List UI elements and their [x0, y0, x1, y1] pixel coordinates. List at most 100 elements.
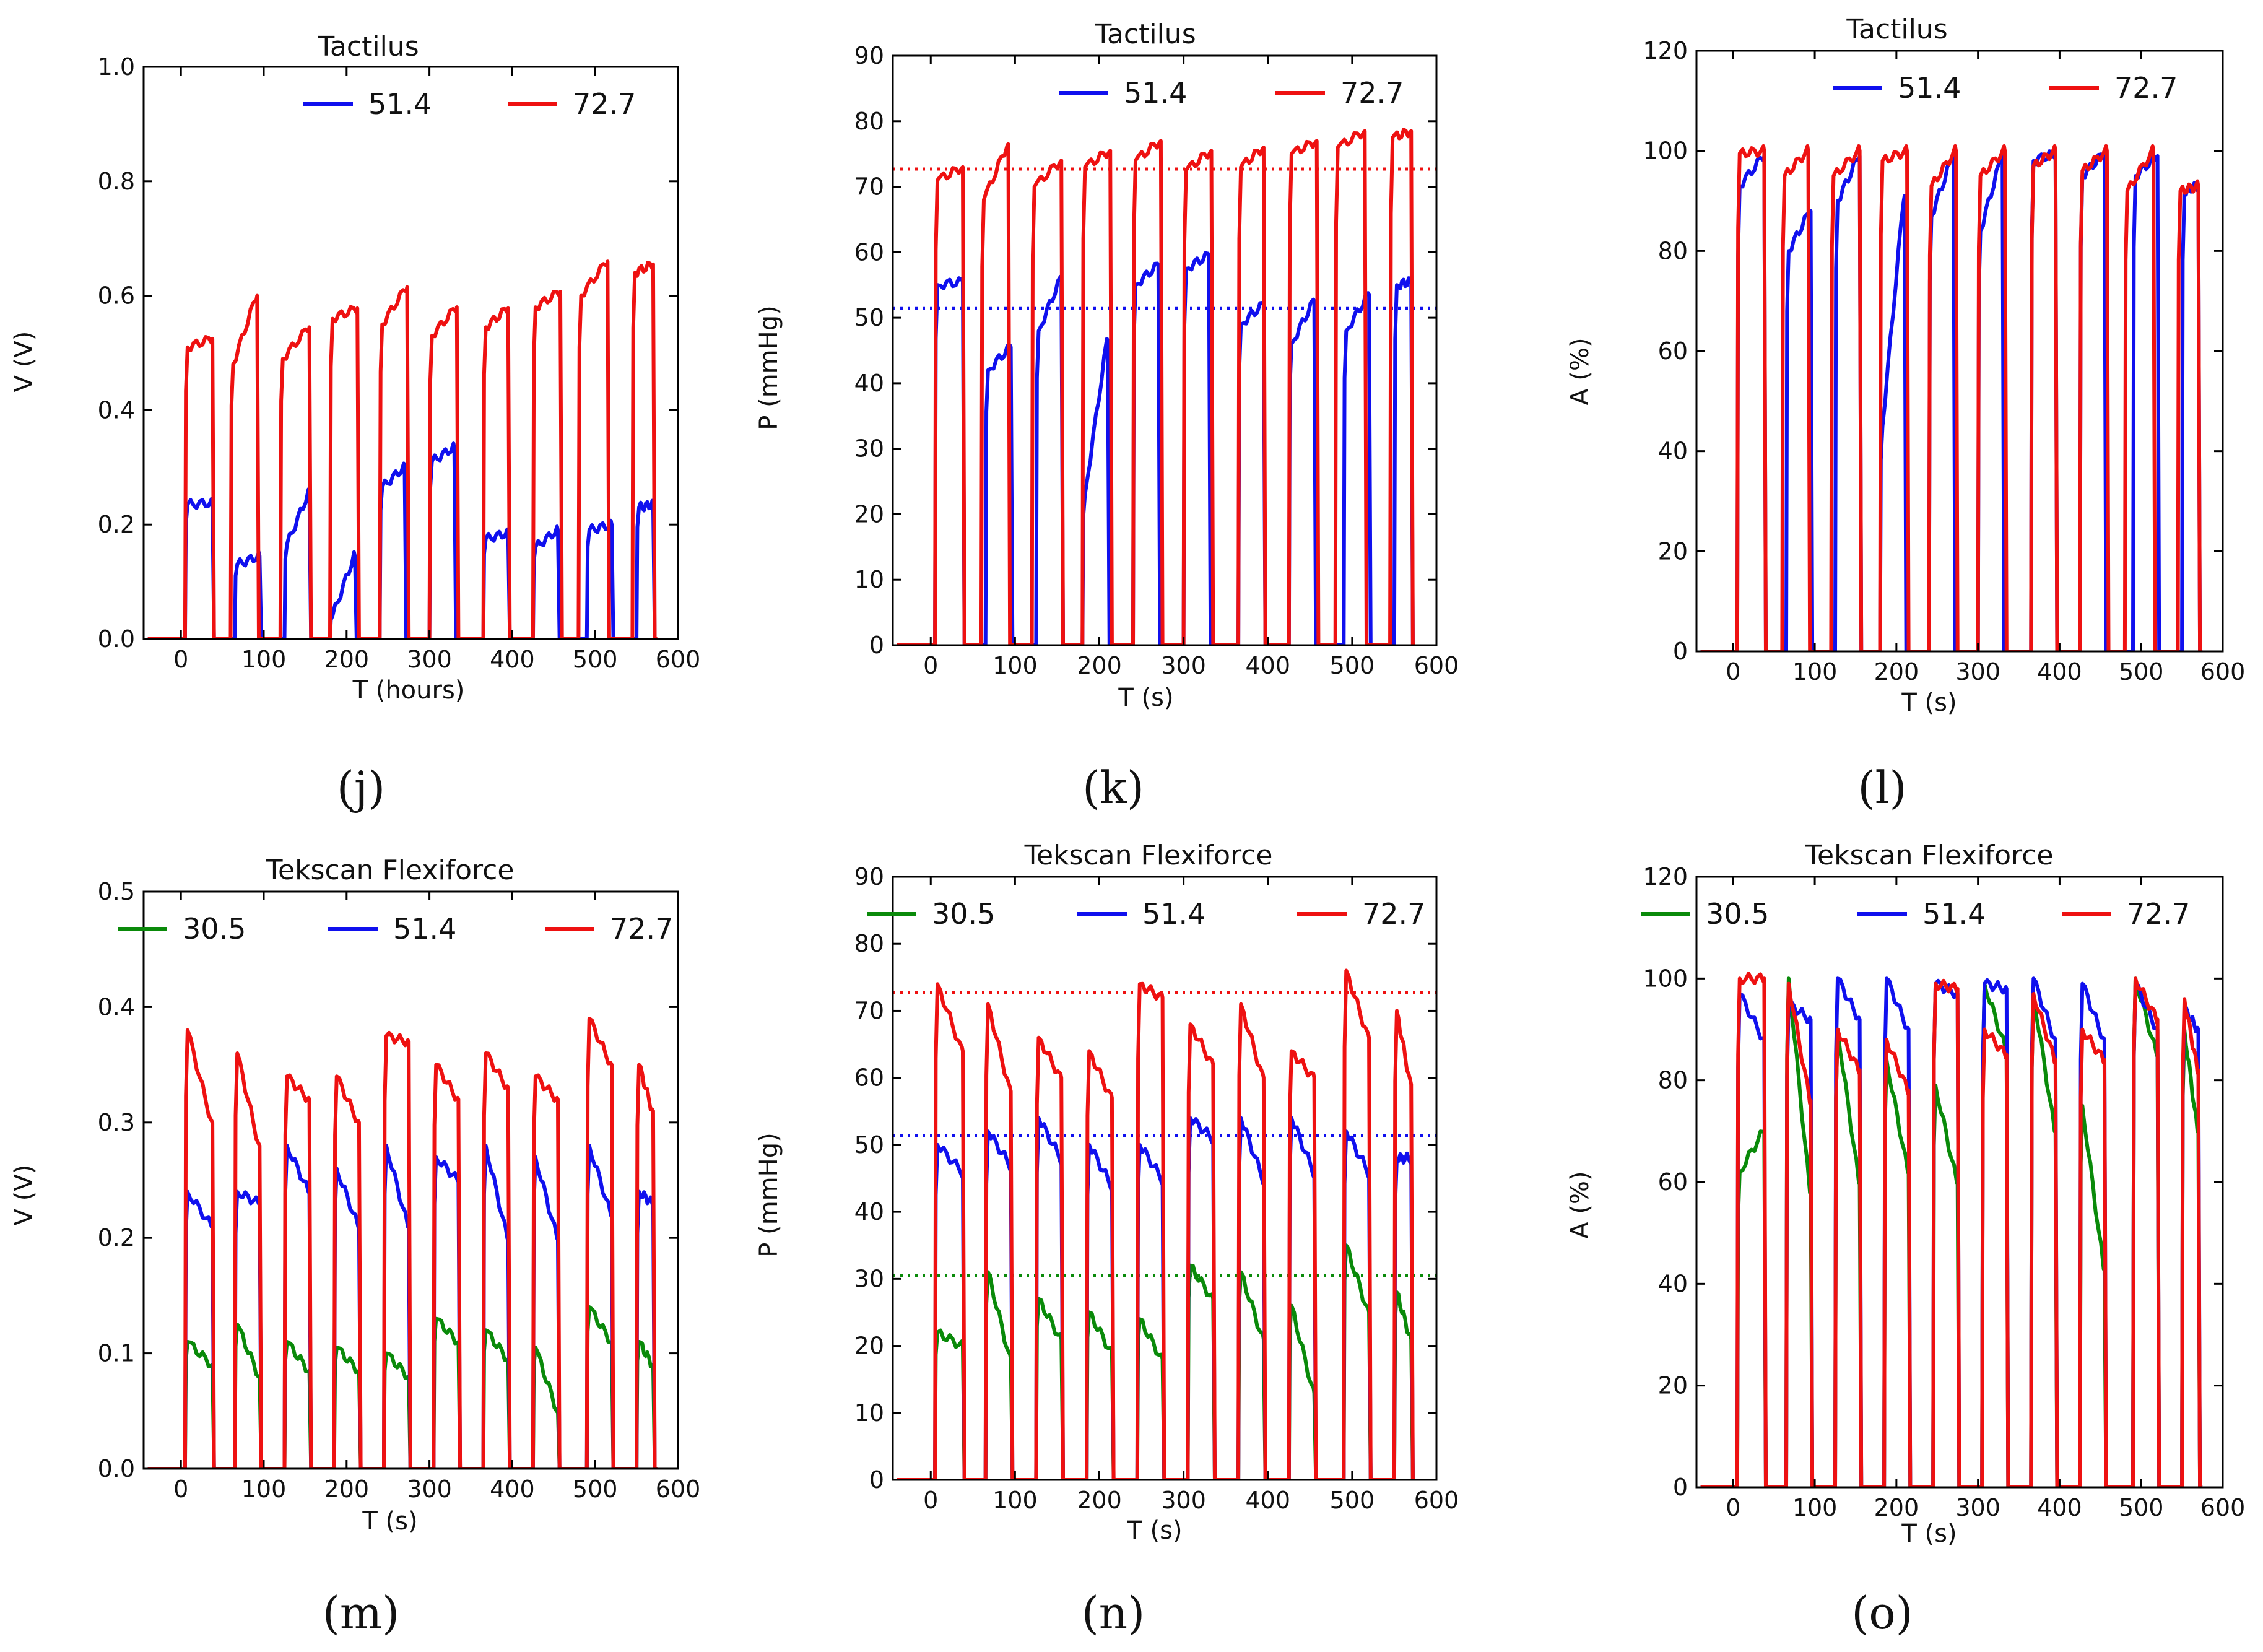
plot-frame — [142, 66, 679, 640]
legend-label-72.7: 72.7 — [573, 87, 636, 121]
plot-frame — [1695, 50, 2224, 653]
panel-label: (n) — [1082, 1587, 1145, 1639]
legend-label-72.7: 72.7 — [610, 912, 673, 946]
y-tick-label: 40 — [1658, 438, 1688, 465]
legend-label-72.7: 72.7 — [2114, 71, 2178, 105]
y-tick-label: 10 — [854, 1399, 884, 1427]
legend-label-30.5: 30.5 — [1706, 897, 1769, 931]
y-axis-label: A (%) — [1566, 337, 1594, 405]
panel-label: (j) — [337, 762, 386, 814]
y-tick-label: 90 — [854, 42, 884, 69]
x-tick-label: 500 — [1330, 1487, 1375, 1514]
x-tick-label: 500 — [573, 1476, 618, 1503]
x-tick-label: 300 — [1955, 1494, 2000, 1521]
y-tick-label: 60 — [854, 238, 884, 266]
chart-panel-o: Tekscan Flexiforce T (s) A (%) (o) 0 100 2… — [1566, 840, 2245, 1639]
x-tick-label: 100 — [993, 652, 1038, 679]
y-tick-label: 40 — [1658, 1270, 1688, 1297]
x-tick-label: 200 — [1874, 658, 1919, 685]
series-line-72.7 — [147, 259, 658, 639]
legend-label-51.4: 51.4 — [1898, 71, 1961, 105]
y-tick-label: 40 — [854, 1198, 884, 1225]
x-tick-label: 500 — [1330, 652, 1375, 679]
x-axis-label: T (hours) — [352, 676, 465, 705]
y-tick-label: 70 — [854, 173, 884, 201]
legend-label-51.4: 51.4 — [393, 912, 456, 946]
chart-title: Tactilus — [1846, 14, 1947, 45]
x-axis-label: T (s) — [362, 1507, 417, 1536]
y-tick-label: 50 — [854, 1131, 884, 1159]
plot-frame — [892, 876, 1438, 1481]
y-tick-label: 100 — [1643, 137, 1688, 165]
y-tick-label: 60 — [1658, 1168, 1688, 1196]
x-tick-label: 300 — [1161, 1487, 1206, 1514]
x-tick-label: 600 — [656, 646, 701, 673]
y-tick-label: 10 — [854, 566, 884, 593]
series-line-51.4 — [897, 251, 1415, 645]
x-tick-label: 600 — [2200, 1494, 2246, 1521]
y-tick-label: 0 — [1673, 1474, 1688, 1501]
chart-title: Tactilus — [1094, 19, 1196, 50]
y-axis-label: V (V) — [10, 1165, 38, 1226]
y-tick-label: 20 — [854, 1332, 884, 1360]
y-tick-label: 40 — [854, 370, 884, 397]
series-line-72.7 — [897, 128, 1415, 645]
x-tick-label: 0 — [923, 652, 938, 679]
legend-label-72.7: 72.7 — [1340, 76, 1404, 110]
y-tick-label: 0 — [869, 632, 884, 659]
x-tick-label: 400 — [2037, 1494, 2082, 1521]
y-tick-label: 60 — [1658, 337, 1688, 365]
x-tick-label: 200 — [1874, 1494, 1919, 1521]
series-line-72.7 — [147, 1017, 658, 1469]
legend-label-72.7: 72.7 — [2127, 897, 2190, 931]
y-tick-label: 20 — [1658, 537, 1688, 565]
x-tick-label: 400 — [490, 1476, 535, 1503]
series-line-72.7 — [1700, 144, 2203, 651]
chart-title: Tekscan Flexiforce — [266, 854, 515, 886]
legend-label-51.4: 51.4 — [1922, 897, 1986, 931]
x-tick-label: 500 — [2119, 658, 2164, 685]
x-tick-label: 500 — [573, 646, 618, 673]
legend-label-72.7: 72.7 — [1362, 897, 1425, 931]
x-tick-label: 100 — [241, 1476, 287, 1503]
legend-label-30.5: 30.5 — [932, 897, 995, 931]
x-tick-label: 100 — [1792, 658, 1838, 685]
y-tick-label: 0.5 — [98, 878, 135, 905]
x-tick-label: 200 — [324, 1476, 370, 1503]
plot-frame — [142, 890, 679, 1470]
legend-label-51.4: 51.4 — [1124, 76, 1187, 110]
x-tick-label: 600 — [1414, 1487, 1459, 1514]
chart-panel-m: Tekscan Flexiforce T (s) V (V) (m) 0 100 2… — [10, 854, 700, 1639]
x-tick-label: 0 — [173, 646, 188, 673]
x-tick-label: 200 — [1077, 1487, 1122, 1514]
series-line-72.7 — [1700, 972, 2203, 1487]
panel-label: (o) — [1851, 1587, 1913, 1639]
y-tick-label: 120 — [1643, 863, 1688, 890]
x-axis-label: T (s) — [1118, 684, 1173, 712]
y-tick-label: 0.8 — [98, 168, 135, 195]
y-tick-label: 0.4 — [98, 993, 135, 1020]
x-tick-label: 100 — [241, 646, 287, 673]
chart-panel-n: Tekscan Flexiforce T (s) P (mmHg) (n) 0 1… — [755, 840, 1459, 1639]
chart-panel-l: Tactilus T (s) A (%) (l) 0 100 200 300 400 50… — [1566, 14, 2245, 814]
y-tick-label: 60 — [854, 1064, 884, 1092]
x-tick-label: 300 — [407, 1476, 452, 1503]
y-tick-label: 100 — [1643, 965, 1688, 992]
x-tick-label: 0 — [173, 1476, 188, 1503]
x-tick-label: 0 — [1726, 658, 1740, 685]
x-axis-label: T (s) — [1126, 1516, 1182, 1545]
chart-title: Tekscan Flexiforce — [1024, 840, 1273, 871]
legend-label-51.4: 51.4 — [1142, 897, 1205, 931]
y-tick-label: 30 — [854, 1265, 884, 1292]
y-tick-label: 0.1 — [98, 1340, 135, 1367]
y-axis-label: A (%) — [1566, 1171, 1594, 1238]
y-tick-label: 0.0 — [98, 625, 135, 653]
series-line-72.7 — [897, 968, 1415, 1480]
series-line-51.4 — [1700, 976, 2203, 1487]
series-line-30.5 — [897, 1243, 1415, 1480]
y-tick-label: 20 — [854, 500, 884, 528]
y-tick-label: 0.0 — [98, 1455, 135, 1482]
y-tick-label: 1.0 — [98, 53, 135, 80]
y-tick-label: 80 — [854, 930, 884, 957]
x-tick-label: 300 — [1161, 652, 1206, 679]
